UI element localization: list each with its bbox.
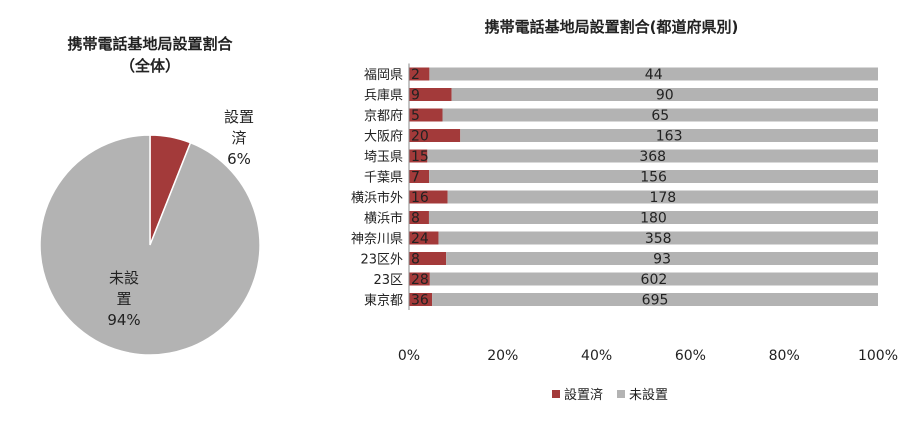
data-label-uninstalled: 44: [645, 67, 663, 83]
pie-title: 携帯電話基地局設置割合: [67, 35, 233, 53]
category-label: 京都府: [364, 109, 403, 124]
bar-segment-installed: [409, 149, 428, 163]
bar-chart-title: 携帯電話基地局設置割合(都道府県別): [484, 18, 739, 36]
category-label: 大阪府: [364, 130, 403, 145]
bar-segment-installed: [409, 231, 439, 245]
slice-label-installed-percent: 6%: [227, 150, 251, 168]
x-tick-label: 60%: [675, 348, 706, 364]
category-label: 埼玉県: [364, 150, 403, 165]
bar-segment-uninstalled: [460, 129, 878, 142]
pie-subtitle: （全体）: [119, 57, 180, 75]
bar-chart-panel: 携帯電話基地局設置割合(都道府県別) 福岡県 2 44 兵庫県 9 90 京都府 5 65 大阪府…: [300, 0, 923, 421]
category-label: 東京都: [364, 293, 403, 309]
data-label-installed: 7: [411, 170, 420, 186]
bar-segment-installed: [409, 170, 430, 183]
x-tick-label: 40%: [581, 348, 612, 364]
legend-swatch-uninstalled: [617, 389, 626, 398]
bar-segment-uninstalled: [442, 108, 878, 122]
bar-segment-uninstalled: [432, 293, 878, 306]
data-label-installed: 20: [411, 129, 429, 145]
legend-label-installed: 設置済: [564, 388, 604, 403]
data-label-installed: 16: [411, 190, 429, 206]
category-label: 神奈川県: [351, 232, 403, 247]
data-label-installed: 5: [411, 108, 420, 124]
pie-chart-panel: 携帯電話基地局設置割合 （全体） 設置 済 6% 未設 置 94%: [0, 0, 300, 421]
data-label-uninstalled: 93: [653, 252, 671, 268]
bar-segment-uninstalled: [446, 252, 878, 265]
data-label-installed: 24: [411, 231, 429, 247]
bar-segment-installed: [409, 129, 461, 142]
category-label: 横浜市: [364, 211, 403, 227]
legend: 設置済 未設置: [552, 384, 682, 403]
data-label-installed: 2: [411, 67, 420, 83]
pie-slice-uninstalled: [39, 134, 261, 356]
slice-label-uninstalled-percent: 94%: [107, 311, 141, 329]
x-tick-label: 0%: [398, 348, 420, 364]
bar-segment-uninstalled: [451, 88, 878, 101]
data-label-installed: 9: [411, 88, 420, 104]
data-label-uninstalled: 602: [641, 272, 668, 288]
data-label-installed: 36: [411, 293, 429, 309]
data-label-uninstalled: 65: [651, 108, 669, 124]
bar-segment-uninstalled: [438, 231, 878, 245]
data-label-uninstalled: 180: [640, 211, 667, 227]
bar-segment-uninstalled: [427, 149, 878, 163]
slice-label-uninstalled: 未設 置 94%: [96, 268, 152, 331]
slice-label-installed-line1: 設置: [223, 108, 254, 126]
data-label-uninstalled: 695: [642, 293, 669, 309]
bar-segment-uninstalled: [447, 190, 878, 204]
bar-segment-uninstalled: [429, 67, 878, 81]
data-label-uninstalled: 368: [639, 149, 666, 165]
bar-segment-installed: [409, 108, 443, 122]
slice-label-uninstalled-line2: 置: [116, 290, 132, 308]
data-label-installed: 8: [411, 252, 420, 268]
x-tick-label: 100%: [858, 348, 898, 364]
bar-segment-installed: [409, 272, 430, 286]
data-label-installed: 28: [411, 272, 429, 288]
pie-chart: [39, 134, 261, 356]
bar-segment-installed: [409, 293, 433, 306]
x-tick-label: 80%: [769, 348, 800, 364]
bar-segment-installed: [409, 252, 447, 265]
data-label-installed: 15: [411, 149, 429, 165]
x-tick-label: 20%: [487, 348, 518, 364]
legend-item-installed: 設置済: [552, 384, 603, 403]
legend-item-uninstalled: 未設置: [617, 384, 668, 403]
bar-segment-installed: [409, 88, 452, 101]
category-label: 23区: [373, 273, 403, 288]
data-label-installed: 8: [411, 211, 420, 227]
data-label-uninstalled: 90: [656, 88, 674, 104]
slice-label-installed: 設置 済 6%: [216, 107, 262, 170]
category-label: 千葉県: [364, 171, 403, 186]
data-label-uninstalled: 163: [656, 129, 683, 145]
category-label: 横浜市外: [351, 190, 403, 206]
slice-label-uninstalled-line1: 未設: [108, 269, 139, 287]
bar-segment-uninstalled: [429, 272, 878, 286]
category-label: 兵庫県: [364, 89, 403, 104]
data-label-uninstalled: 156: [640, 170, 667, 186]
legend-swatch-installed: [552, 389, 560, 398]
category-label: 福岡県: [364, 68, 403, 83]
bar-segment-uninstalled: [429, 170, 878, 183]
data-label-uninstalled: 358: [645, 231, 672, 247]
legend-label-uninstalled: 未設置: [629, 388, 669, 403]
data-label-uninstalled: 178: [649, 190, 676, 206]
bar-segment-installed: [409, 211, 429, 224]
bar-segment-installed: [409, 67, 430, 81]
bar-segment-uninstalled: [428, 211, 878, 224]
slice-label-installed-line2: 済: [231, 129, 247, 147]
bar-segment-installed: [409, 190, 448, 204]
category-label: 23区外: [360, 253, 403, 268]
